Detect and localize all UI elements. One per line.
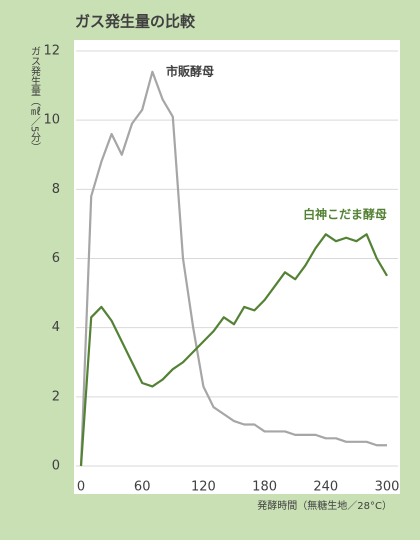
y-axis-label: ガス発生量（㎖／5分） <box>29 46 41 153</box>
series-line <box>79 233 388 467</box>
y-tick-label: 6 <box>52 251 60 266</box>
y-tick-label: 2 <box>52 389 60 404</box>
plot-area <box>74 40 400 494</box>
x-tick-label: 240 <box>313 480 338 495</box>
x-tick-label: 300 <box>375 480 400 495</box>
x-tick-label: 180 <box>252 480 277 495</box>
y-tick-label: 0 <box>52 459 60 474</box>
x-tick-label: 120 <box>191 480 216 495</box>
x-tick-label: 0 <box>77 480 85 495</box>
series-label: 市販酵母 <box>166 64 214 79</box>
series-label: 白神こだま酵母 <box>303 207 387 222</box>
y-tick-label: 8 <box>52 182 60 197</box>
x-tick-label: 60 <box>134 480 151 495</box>
y-tick-label: 4 <box>52 320 60 335</box>
chart-title: ガス発生量の比較 <box>75 13 196 31</box>
x-axis-label: 発酵時間（無糖生地／28°C） <box>257 499 392 512</box>
series-line <box>79 70 387 467</box>
y-tick-label: 10 <box>43 113 60 128</box>
y-tick-label: 12 <box>43 44 60 59</box>
